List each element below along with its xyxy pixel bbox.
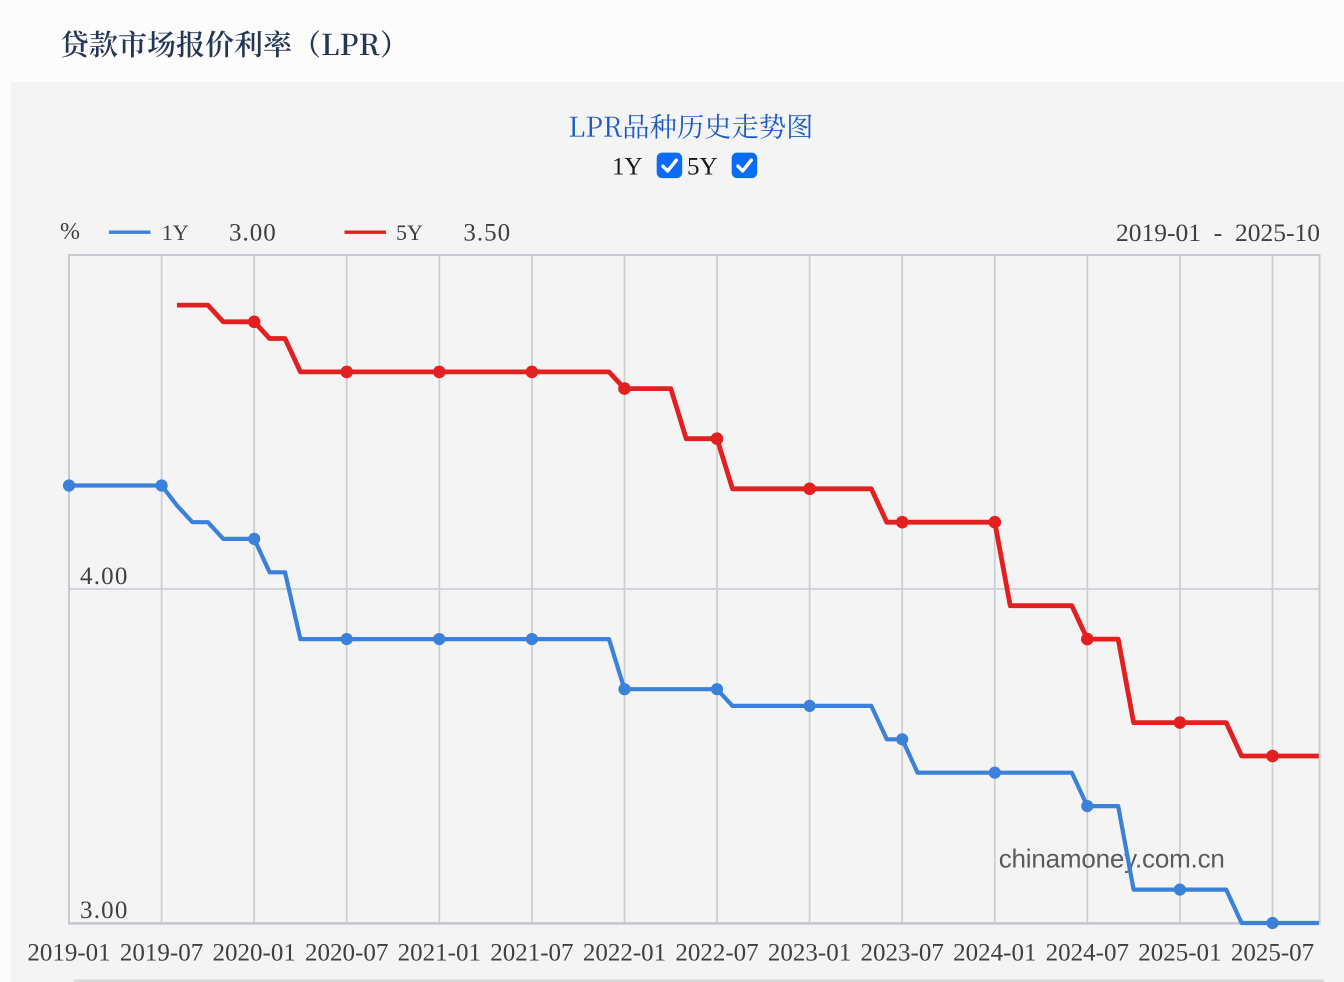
svg-text:2023-07: 2023-07 xyxy=(861,940,944,967)
svg-text:2022-01: 2022-01 xyxy=(583,940,666,967)
svg-text:4.00: 4.00 xyxy=(80,563,129,590)
svg-text:5Y: 5Y xyxy=(396,220,423,245)
svg-text:2019-07: 2019-07 xyxy=(120,940,203,967)
svg-text:2024-07: 2024-07 xyxy=(1046,940,1129,967)
svg-text:1Y: 1Y xyxy=(612,154,643,181)
svg-text:%: % xyxy=(60,219,80,245)
svg-text:2020-01: 2020-01 xyxy=(213,940,296,967)
svg-text:chinamoney.com.cn: chinamoney.com.cn xyxy=(999,844,1225,874)
svg-text:5Y: 5Y xyxy=(687,154,718,181)
svg-text:2020-07: 2020-07 xyxy=(305,940,388,967)
svg-text:2019-01: 2019-01 xyxy=(27,940,110,967)
svg-text:2019-01 - 2025-10: 2019-01 - 2025-10 xyxy=(1116,218,1320,247)
svg-text:2022-07: 2022-07 xyxy=(675,940,758,967)
svg-text:2021-07: 2021-07 xyxy=(490,940,573,967)
svg-text:3.00: 3.00 xyxy=(80,897,129,924)
svg-text:3.50: 3.50 xyxy=(463,220,511,247)
svg-text:2025-01: 2025-01 xyxy=(1138,940,1221,967)
svg-text:2024-01: 2024-01 xyxy=(953,940,1036,967)
svg-text:2025-07: 2025-07 xyxy=(1231,940,1314,967)
svg-text:2021-01: 2021-01 xyxy=(398,940,481,967)
svg-text:3.00: 3.00 xyxy=(229,220,277,247)
svg-text:1Y: 1Y xyxy=(162,220,189,245)
svg-text:2023-01: 2023-01 xyxy=(768,940,851,967)
